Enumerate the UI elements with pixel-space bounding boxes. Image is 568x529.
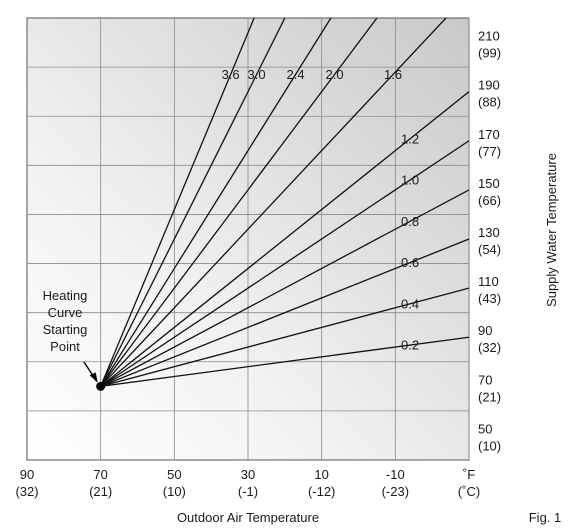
heating-curve-1-0: [100, 140, 469, 387]
x-tick-label-celsius: (-12): [308, 484, 335, 499]
y-tick-label-celsius: (66): [478, 193, 501, 208]
y-tick-label: 170: [478, 127, 500, 142]
x-tick-label: 90: [20, 467, 34, 482]
heating-curve-1-6: [100, 18, 447, 387]
starting-point-label-line: Heating: [43, 288, 88, 303]
x-tick-label: -10: [386, 467, 405, 482]
y-tick-label: 190: [478, 78, 500, 93]
y-tick-label: 110: [478, 274, 499, 289]
curve-label-1-6: 1.6: [384, 67, 402, 82]
x-unit-label-celsius: (˚C): [458, 484, 480, 499]
x-tick-label: 30: [241, 467, 255, 482]
y-tick-label: 130: [478, 225, 500, 240]
y-axis-title: Supply Water Temperature: [544, 153, 559, 307]
y-tick-label-celsius: (10): [478, 438, 501, 453]
y-tick-label-celsius: (54): [478, 242, 501, 257]
y-tick-label-celsius: (32): [478, 340, 501, 355]
y-tick-label-celsius: (43): [478, 291, 501, 306]
x-tick-label-celsius: (21): [89, 484, 112, 499]
y-tick-label-celsius: (99): [478, 46, 501, 61]
x-tick-label: 10: [314, 467, 328, 482]
starting-point-label-line: Starting: [43, 322, 88, 337]
x-unit-label: ˚F: [463, 467, 475, 482]
curve-label-2-0: 2.0: [326, 67, 344, 82]
heating-curve-2-4: [100, 18, 332, 387]
y-tick-label-celsius: (21): [478, 389, 501, 404]
x-tick-label-celsius: (10): [163, 484, 186, 499]
curve-label-0-8: 0.8: [401, 214, 419, 229]
curve-label-0-4: 0.4: [401, 296, 419, 311]
figure-label: Fig. 1: [529, 510, 562, 525]
heating-curve-0-4: [100, 287, 469, 387]
x-tick-label: 50: [167, 467, 181, 482]
curve-label-0-6: 0.6: [401, 255, 419, 270]
heating-curve-0-2: [100, 336, 469, 387]
x-tick-label-celsius: (-1): [238, 484, 258, 499]
heating-curve-1-2: [100, 91, 469, 387]
starting-point-dot: [96, 381, 106, 391]
starting-point-label-line: Curve: [48, 305, 83, 320]
arrow-head: [89, 372, 98, 383]
curve-label-2-4: 2.4: [287, 67, 305, 82]
curve-label-3-6: 3.6: [222, 67, 240, 82]
starting-point-label-line: Point: [50, 339, 80, 354]
y-tick-label: 210: [478, 29, 500, 44]
heating-curve-0-6: [100, 238, 469, 387]
y-tick-label: 150: [478, 176, 500, 191]
curve-label-3-0: 3.0: [248, 67, 266, 82]
y-tick-label-celsius: (77): [478, 144, 501, 159]
heating-curve-2-0: [100, 18, 378, 387]
y-tick-label: 50: [478, 421, 492, 436]
curve-label-1-0: 1.0: [401, 173, 419, 188]
y-tick-label-celsius: (88): [478, 95, 501, 110]
x-axis-title: Outdoor Air Temperature: [177, 510, 319, 525]
y-tick-label: 70: [478, 372, 492, 387]
y-tick-label: 90: [478, 323, 492, 338]
heating-curve-3-6: [100, 18, 255, 387]
x-tick-label-celsius: (32): [15, 484, 38, 499]
heating-curve-3-0: [100, 18, 286, 387]
heating-curve-0-8: [100, 189, 469, 387]
x-tick-label: 70: [93, 467, 107, 482]
curve-label-1-2: 1.2: [401, 131, 419, 146]
x-tick-label-celsius: (-23): [382, 484, 409, 499]
curve-label-0-2: 0.2: [401, 338, 419, 353]
